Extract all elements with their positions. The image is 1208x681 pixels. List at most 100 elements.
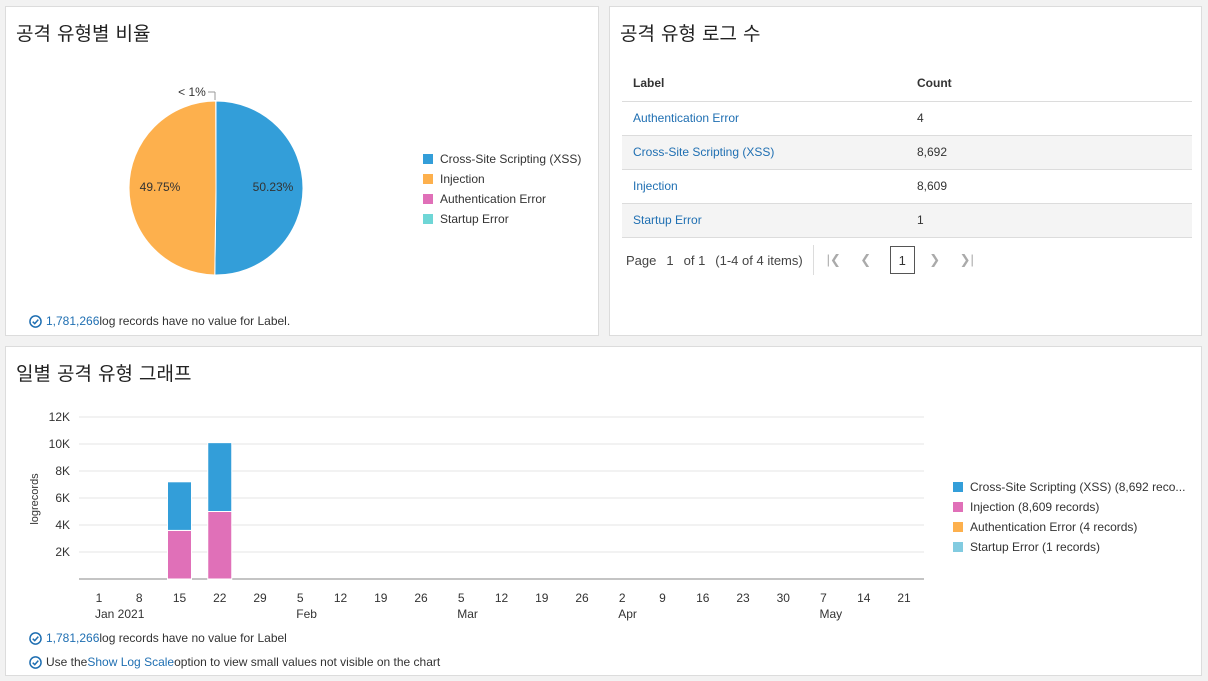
x-tick-label: 19	[535, 591, 549, 605]
first-page-icon[interactable]: |❮	[826, 252, 841, 267]
legend-label: Startup Error	[440, 212, 509, 226]
no-value-note: 1,781,266 log records have no value for …	[29, 314, 290, 328]
x-tick-label: 5	[458, 591, 465, 605]
x-month-label: Feb	[296, 607, 317, 621]
x-tick-label: 5	[297, 591, 304, 605]
check-circle-icon	[29, 314, 42, 328]
bar-segment[interactable]	[167, 529, 192, 580]
legend-swatch	[953, 542, 963, 552]
attack-ratio-panel: 공격 유형별 비율 < 1% 49.75% 50.23% Cross-Site …	[5, 6, 599, 336]
table-row: Injection 8,609	[622, 169, 1192, 204]
legend-label: Startup Error (1 records)	[970, 540, 1101, 554]
y-tick-label: 6K	[55, 491, 70, 505]
legend-swatch	[953, 502, 963, 512]
legend-swatch	[423, 194, 433, 204]
last-page-icon[interactable]: ❯|	[959, 252, 974, 267]
no-value-count-link[interactable]: 1,781,266	[46, 314, 100, 328]
x-tick-label: 21	[897, 591, 911, 605]
x-tick-label: 12	[495, 591, 509, 605]
row-count: 8,692	[906, 135, 1192, 170]
bar-segment[interactable]	[167, 481, 192, 531]
x-tick-label: 8	[136, 591, 143, 605]
show-log-scale-link[interactable]: Show Log Scale	[87, 655, 175, 669]
table-row: Authentication Error 4	[622, 101, 1192, 136]
panel-title: 공격 유형별 비율	[16, 23, 151, 45]
x-tick-label: 26	[575, 591, 589, 605]
legend-swatch	[953, 522, 963, 532]
y-axis-label: logrecords	[29, 473, 41, 525]
x-tick-label: 19	[374, 591, 388, 605]
y-tick-label: 4K	[55, 518, 70, 532]
x-month-label: Apr	[618, 607, 637, 621]
pie-legend: Cross-Site Scripting (XSS) Injection Authe…	[423, 149, 581, 229]
table-row: Cross-Site Scripting (XSS) 8,692	[622, 135, 1192, 170]
panel-title: 공격 유형 로그 수	[620, 23, 761, 45]
legend-label: Injection	[440, 172, 485, 186]
x-tick-label: 16	[696, 591, 710, 605]
page-of: of 1	[683, 252, 706, 268]
x-tick-label: 1	[96, 591, 103, 605]
x-month-label: Mar	[457, 607, 478, 621]
pie-label-injection: 49.75%	[140, 180, 181, 194]
attack-count-panel: 공격 유형 로그 수 Label Count Authentication Er…	[609, 6, 1202, 336]
no-value-note: 1,781,266 log records have no value for …	[29, 631, 287, 645]
legend-item[interactable]: Authentication Error (4 records)	[953, 517, 1185, 537]
legend-label: Injection (8,609 records)	[970, 500, 1100, 514]
no-value-text: log records have no value for Label	[99, 631, 287, 645]
row-label-link[interactable]: Cross-Site Scripting (XSS)	[622, 135, 906, 170]
row-count: 4	[906, 101, 1192, 136]
bar-segment[interactable]	[207, 442, 233, 512]
pie-label-xss: 50.23%	[253, 180, 294, 194]
x-tick-label: 12	[334, 591, 348, 605]
x-tick-label: 7	[820, 591, 827, 605]
panel-title: 일별 공격 유형 그래프	[16, 363, 192, 385]
x-tick-label: 9	[659, 591, 666, 605]
column-header-label[interactable]: Label	[622, 65, 906, 102]
legend-swatch	[423, 154, 433, 164]
legend-label: Authentication Error (4 records)	[970, 520, 1138, 534]
y-tick-label: 2K	[55, 545, 70, 559]
table-row: Startup Error 1	[622, 203, 1192, 238]
legend-item[interactable]: Startup Error	[423, 209, 581, 229]
bar-segment[interactable]	[207, 511, 233, 580]
pie-label-small: < 1%	[178, 85, 206, 99]
legend-item[interactable]: Cross-Site Scripting (XSS) (8,692 reco..…	[953, 477, 1185, 497]
log-scale-note: Use the Show Log Scale option to view sm…	[29, 655, 440, 669]
x-tick-label: 2	[619, 591, 626, 605]
pie-slice[interactable]	[214, 100, 304, 276]
legend-item[interactable]: Injection (8,609 records)	[953, 497, 1185, 517]
page-label: Page	[626, 252, 657, 268]
row-label-link[interactable]: Authentication Error	[622, 101, 906, 136]
legend-item[interactable]: Startup Error (1 records)	[953, 537, 1185, 557]
x-tick-label: 29	[253, 591, 267, 605]
legend-item[interactable]: Cross-Site Scripting (XSS)	[423, 149, 581, 169]
daily-attack-panel: 일별 공격 유형 그래프 2K 4K 6K 8K 10K 12K logrecords 1 Ja…	[5, 346, 1202, 676]
bar-legend: Cross-Site Scripting (XSS) (8,692 reco..…	[953, 477, 1185, 557]
row-count: 8,609	[906, 169, 1192, 204]
x-tick-label: 26	[414, 591, 428, 605]
pager-divider	[812, 245, 814, 275]
x-month-label: May	[820, 607, 843, 621]
pagination: Page 1 of 1 (1-4 of 4 items) |❮ ❮ 1 ❯ ❯|	[626, 245, 987, 275]
y-tick-label: 10K	[49, 437, 70, 451]
legend-label: Cross-Site Scripting (XSS) (8,692 reco..…	[970, 480, 1186, 494]
next-page-icon[interactable]: ❯	[929, 252, 941, 267]
page-number: 1	[666, 252, 674, 268]
legend-label: Cross-Site Scripting (XSS)	[440, 152, 582, 166]
x-tick-label: 22	[213, 591, 227, 605]
row-label-link[interactable]: Injection	[622, 169, 906, 204]
row-label-link[interactable]: Startup Error	[622, 203, 906, 238]
no-value-count-link[interactable]: 1,781,266	[46, 631, 100, 645]
legend-item[interactable]: Authentication Error	[423, 189, 581, 209]
x-tick-label: 14	[857, 591, 871, 605]
y-tick-label: 8K	[55, 464, 70, 478]
column-header-count[interactable]: Count	[906, 65, 1192, 102]
current-page-button[interactable]: 1	[889, 246, 915, 274]
pie-slice[interactable]	[128, 100, 217, 276]
log-scale-post: option to view small values not visible …	[174, 655, 441, 669]
x-tick-label: 23	[736, 591, 750, 605]
check-circle-icon	[29, 655, 42, 669]
legend-item[interactable]: Injection	[423, 169, 581, 189]
prev-page-icon[interactable]: ❮	[860, 252, 872, 267]
